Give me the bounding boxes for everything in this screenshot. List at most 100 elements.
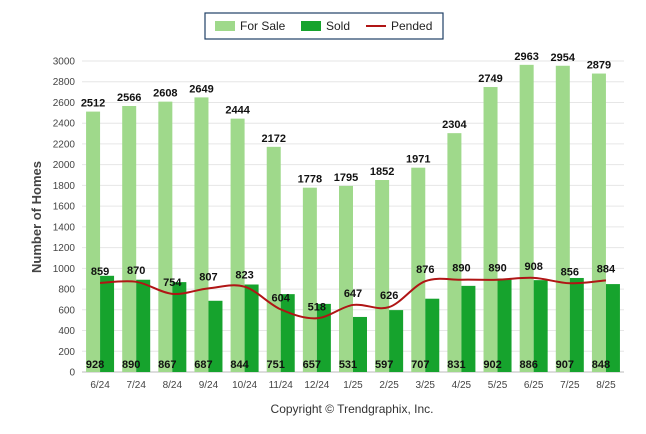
bar-sold bbox=[605, 284, 620, 372]
bar-sold bbox=[100, 275, 115, 372]
label-sold: 707 bbox=[411, 359, 429, 371]
bar-sold bbox=[136, 279, 151, 372]
label-pended: 604 bbox=[272, 292, 291, 304]
bar-sold bbox=[172, 282, 187, 372]
label-sold: 902 bbox=[483, 359, 501, 371]
label-pended: 859 bbox=[91, 266, 109, 278]
label-for-sale: 2749 bbox=[478, 73, 502, 85]
legend-swatch-for-sale bbox=[215, 21, 235, 31]
label-sold: 531 bbox=[339, 359, 357, 371]
legend-label-for-sale: For Sale bbox=[240, 19, 286, 33]
bar-for-sale bbox=[375, 180, 390, 372]
label-for-sale: 2954 bbox=[551, 52, 576, 64]
bar-sold bbox=[316, 303, 331, 372]
label-for-sale: 2649 bbox=[189, 83, 213, 95]
x-tick-label: 6/25 bbox=[524, 380, 544, 391]
bar-sold bbox=[533, 280, 548, 372]
bar-sold bbox=[353, 316, 367, 372]
y-tick-label: 2000 bbox=[53, 160, 76, 171]
y-tick-label: 1200 bbox=[53, 243, 76, 254]
label-sold: 907 bbox=[556, 359, 574, 371]
x-tick-label: 8/24 bbox=[163, 380, 183, 391]
bars bbox=[86, 64, 620, 373]
bar-sold bbox=[461, 285, 476, 372]
y-tick-labels: 0 200 400 600 800 1000 1200 1400 1600 1800 2000 220… bbox=[53, 57, 76, 379]
x-tick-label: 9/24 bbox=[199, 380, 219, 391]
y-tick-label: 1000 bbox=[53, 264, 76, 275]
bar-for-sale bbox=[302, 187, 317, 372]
bar-for-sale bbox=[447, 133, 462, 372]
x-tick-label: 10/24 bbox=[232, 380, 257, 391]
bar-for-sale bbox=[519, 64, 534, 372]
bar-for-sale bbox=[158, 101, 173, 373]
x-tick-label: 2/25 bbox=[379, 380, 399, 391]
label-sold: 831 bbox=[447, 359, 465, 371]
label-pended: 876 bbox=[416, 264, 434, 276]
legend: For Sale Sold Pended bbox=[204, 12, 444, 40]
legend-box bbox=[204, 12, 444, 40]
label-for-sale: 2963 bbox=[514, 51, 538, 63]
x-tick-label: 7/24 bbox=[126, 380, 146, 391]
x-tick-label: 7/25 bbox=[560, 380, 580, 391]
label-pended: 890 bbox=[488, 263, 506, 275]
label-for-sale: 1778 bbox=[298, 174, 322, 186]
x-tick-label: 12/24 bbox=[304, 380, 329, 391]
y-tick-label: 2400 bbox=[53, 119, 76, 130]
label-for-sale: 2172 bbox=[261, 133, 285, 145]
y-tick-label: 2600 bbox=[53, 98, 76, 109]
label-sold: 844 bbox=[230, 359, 249, 371]
bar-for-sale bbox=[122, 105, 137, 372]
label-pended: 870 bbox=[127, 265, 145, 277]
label-for-sale: 1795 bbox=[334, 172, 358, 184]
bar-for-sale bbox=[194, 97, 209, 373]
bar-sold bbox=[208, 300, 223, 372]
label-pended: 518 bbox=[308, 301, 326, 313]
label-for-sale: 1852 bbox=[370, 166, 394, 178]
x-tick-label: 1/25 bbox=[343, 380, 363, 391]
legend-label-sold: Sold bbox=[326, 19, 350, 33]
y-tick-label: 2200 bbox=[53, 139, 76, 150]
bar-for-sale bbox=[555, 65, 570, 372]
label-pended: 884 bbox=[597, 263, 616, 275]
x-tick-labels: 6/24 7/24 8/24 9/24 10/24 11/24 12/24 1/25 2/25 3… bbox=[90, 380, 616, 391]
label-sold: 657 bbox=[303, 359, 321, 371]
label-for-sale: 2512 bbox=[81, 98, 105, 110]
bar-for-sale bbox=[483, 87, 498, 373]
bar-for-sale bbox=[230, 118, 245, 372]
label-pended: 626 bbox=[380, 290, 398, 302]
bar-sold bbox=[389, 310, 404, 372]
y-tick-label: 1400 bbox=[53, 222, 76, 233]
label-sold: 890 bbox=[122, 359, 140, 371]
label-pended: 823 bbox=[235, 270, 253, 282]
y-tick-label: 600 bbox=[58, 305, 75, 316]
label-sold: 687 bbox=[194, 359, 212, 371]
label-for-sale: 2304 bbox=[442, 119, 467, 131]
label-pended: 754 bbox=[163, 277, 182, 289]
label-sold: 848 bbox=[592, 359, 610, 371]
y-axis-label: Number of Homes bbox=[29, 161, 44, 273]
x-tick-label: 11/24 bbox=[269, 380, 294, 391]
y-tick-label: 1800 bbox=[53, 181, 76, 192]
bar-for-sale bbox=[591, 73, 606, 372]
copyright-text: Copyright © Trendgraphix, Inc. bbox=[271, 402, 434, 416]
label-for-sale: 1971 bbox=[406, 154, 430, 166]
bar-for-sale bbox=[86, 111, 101, 373]
label-pended: 856 bbox=[561, 266, 579, 278]
label-pended: 807 bbox=[199, 271, 217, 283]
pended-series bbox=[100, 276, 607, 320]
label-for-sale: 2444 bbox=[225, 105, 250, 117]
legend-swatch-sold bbox=[301, 21, 321, 31]
y-tick-label: 0 bbox=[69, 368, 75, 379]
bar-for-sale bbox=[266, 146, 281, 372]
label-sold: 886 bbox=[519, 359, 537, 371]
label-sold: 928 bbox=[86, 359, 104, 371]
legend-label-pended: Pended bbox=[391, 19, 432, 33]
label-pended: 890 bbox=[452, 263, 470, 275]
bar-sold bbox=[569, 277, 584, 372]
label-sold: 597 bbox=[375, 359, 393, 371]
y-tick-label: 1600 bbox=[53, 202, 76, 213]
value-labels: 2512 928 2566 890 2608 867 2649 687 2444 844 2172 7… bbox=[81, 51, 616, 371]
label-for-sale: 2879 bbox=[587, 60, 611, 72]
y-tick-label: 200 bbox=[58, 347, 75, 358]
pended-line bbox=[100, 276, 607, 320]
